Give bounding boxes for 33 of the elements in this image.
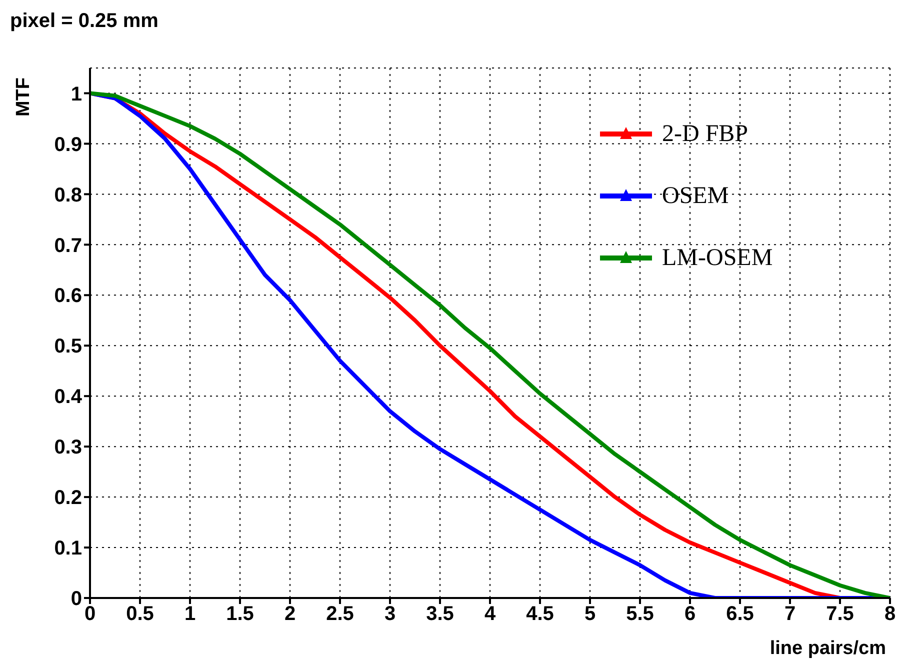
y-tick-label: 0.6 [54,285,82,308]
x-tick-label: 3.5 [426,603,454,626]
y-tick-label: 0 [70,588,82,610]
chart-title: pixel = 0.25 mm [10,10,158,33]
x-tick-label: 6 [684,603,696,626]
y-tick-label: 0.8 [54,184,82,206]
y-tick-label: 0.7 [54,234,82,257]
x-tick-label: 3 [384,603,396,626]
x-axis-title: line pairs/cm [770,638,886,659]
x-tick-label: 0.5 [126,603,154,626]
x-tick-label: 1 [184,603,196,626]
x-tick-label: 7 [784,603,796,626]
legend-label: LM-OSEM [662,244,773,272]
x-tick-label: 7.5 [826,603,854,626]
x-tick-label: 4 [484,603,496,626]
x-tick-label: 6.5 [726,603,754,626]
y-tick-label: 0.4 [54,386,83,408]
x-tick-label: 1.5 [226,603,254,626]
y-axis-title: MTF [13,76,35,119]
y-tick-label: 0.1 [54,538,82,560]
y-tick-label: 0.9 [54,134,82,156]
y-tick-label: 1 [70,83,82,106]
y-tick-label: 0.5 [54,336,82,358]
legend-label: 2-D FBP [662,120,748,148]
x-tick-label: 2 [284,603,296,626]
y-tick-label: 0.3 [54,436,82,459]
x-tick-label: 2.5 [326,603,354,626]
legend-label: OSEM [662,182,729,210]
x-tick-label: 8 [884,603,896,626]
y-tick-label: 0.2 [54,487,82,510]
x-tick-label: 5.5 [626,603,654,626]
x-tick-label: 4.5 [526,603,554,626]
x-tick-label: 5 [584,603,596,626]
